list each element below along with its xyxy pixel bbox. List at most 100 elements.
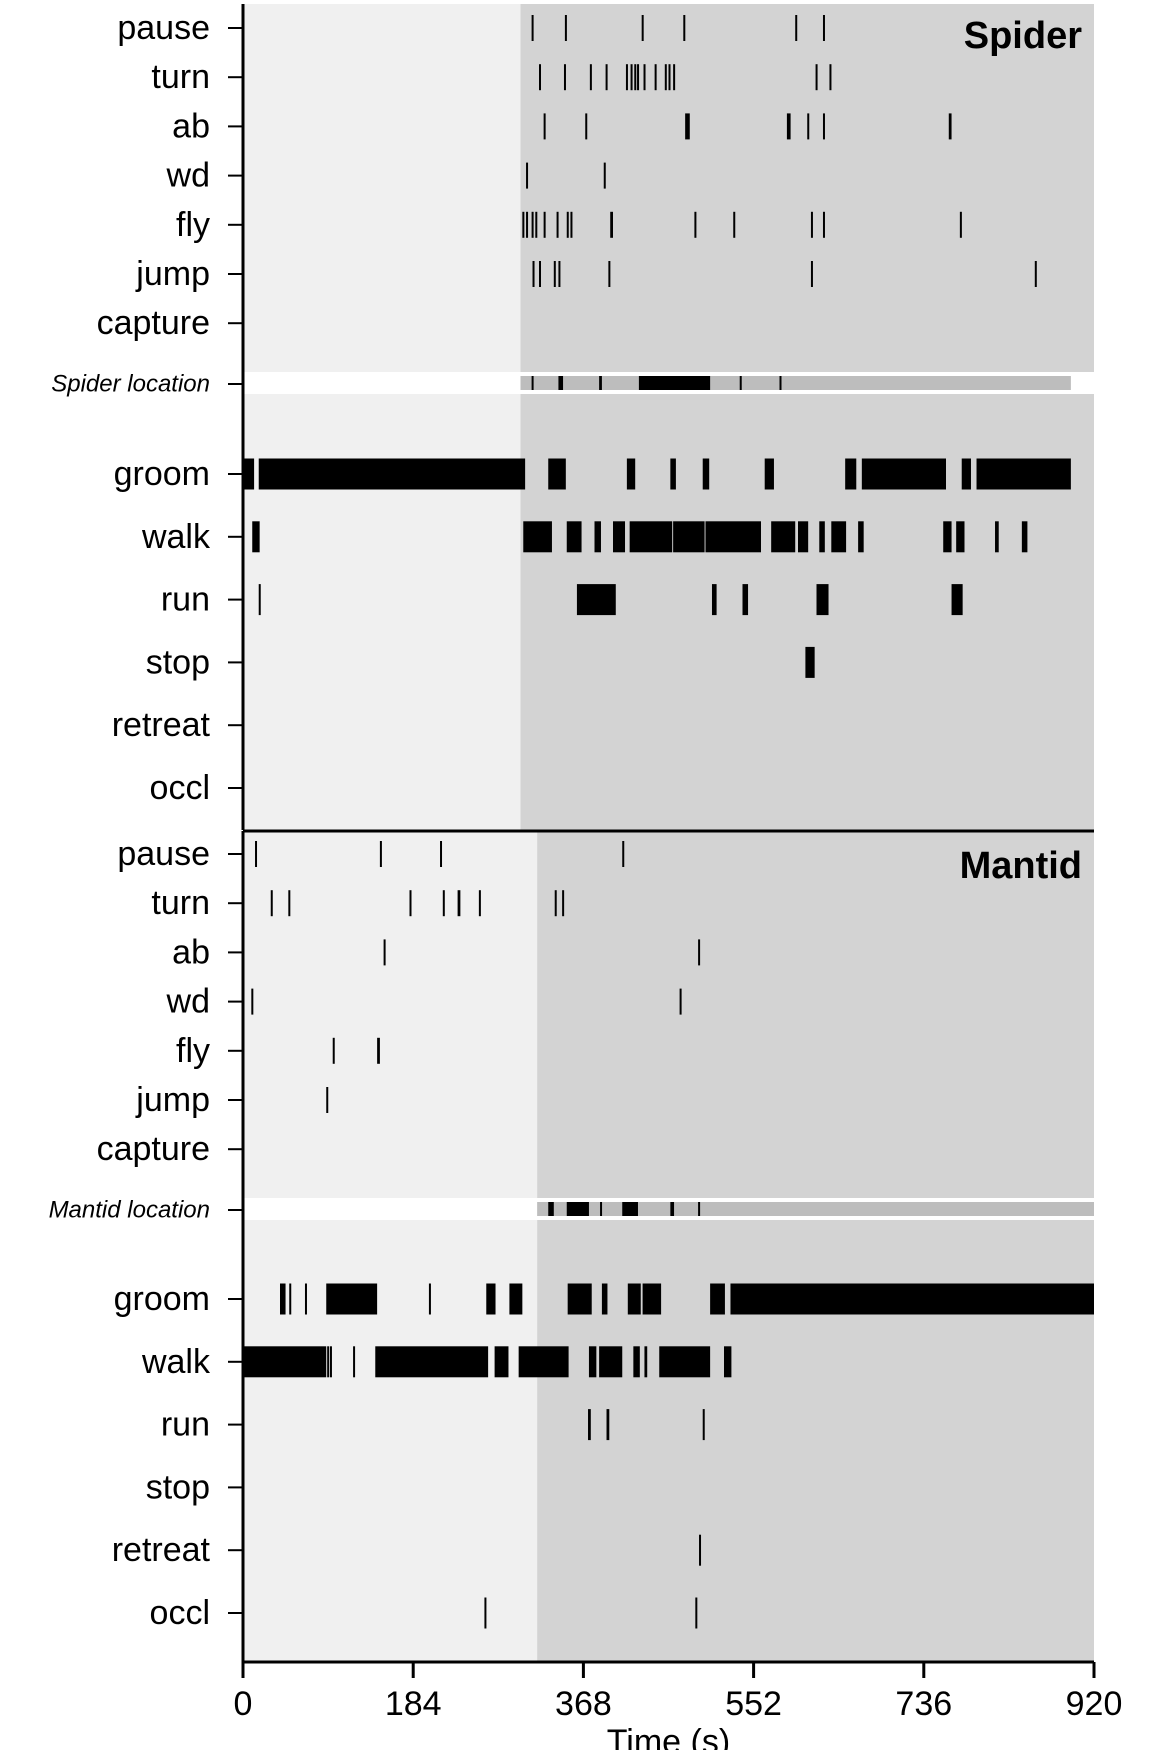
event-bar [486, 1283, 496, 1315]
event-bar [673, 521, 705, 553]
row-label-occl: occl [150, 769, 210, 807]
event-bar [588, 1409, 591, 1441]
event-mark [630, 64, 633, 91]
event-mark [539, 261, 541, 287]
event-mark [589, 64, 592, 91]
event-bar [599, 1346, 623, 1378]
event-bar [644, 1346, 648, 1378]
event-bar [280, 1283, 286, 1315]
event-mark [664, 64, 667, 91]
event-mark [526, 162, 529, 189]
event-bar [771, 521, 796, 553]
event-mark [807, 113, 810, 140]
event-mark [673, 64, 676, 91]
event-mark [457, 890, 461, 917]
event-mark [585, 113, 588, 140]
event-bar [576, 584, 595, 616]
event-bar [518, 1346, 569, 1378]
event-bar [594, 584, 616, 616]
x-axis: 0 184 368 552 736 920 Time (s) [234, 1660, 1122, 1750]
event-mark [288, 890, 291, 917]
event-mark [654, 64, 657, 91]
location-event-bar [558, 376, 564, 390]
event-mark [564, 15, 567, 41]
post-phase-background [537, 831, 1094, 1662]
location-event-bar [698, 1202, 701, 1216]
event-mark [668, 64, 671, 91]
event-mark [543, 211, 546, 238]
event-bar [353, 1346, 356, 1378]
event-bar [633, 1346, 640, 1378]
row-label-wd: wd [166, 983, 210, 1021]
panel-spider: Spider Spider location pause turn ab wd fly jum… [51, 4, 1094, 830]
event-bar [289, 1283, 292, 1315]
event-bar [819, 521, 825, 553]
event-mark [526, 211, 529, 238]
event-mark [563, 64, 566, 91]
row-label-capture: capture [97, 304, 210, 342]
event-bar [627, 1283, 641, 1315]
event-bar [428, 1283, 431, 1315]
event-mark [829, 64, 832, 91]
event-bar [494, 1346, 509, 1378]
event-bar [626, 458, 636, 490]
location-event-bar [622, 1202, 638, 1216]
location-event-bar [638, 376, 711, 390]
event-bar [670, 458, 676, 490]
panel-mantid: Mantid Mantid location pause turn ab wd fly jum… [49, 831, 1094, 1662]
event-bar [798, 521, 809, 553]
event-mark [326, 1087, 329, 1113]
event-mark [554, 890, 557, 917]
event-bar [509, 1283, 523, 1315]
row-label-fly: fly [176, 1032, 210, 1070]
event-bar [304, 1283, 307, 1315]
location-track [520, 376, 1071, 390]
location-event-bar [531, 376, 534, 390]
location-label: Mantid location [49, 1197, 210, 1224]
event-mark [959, 211, 962, 238]
event-bar [588, 1346, 597, 1378]
event-mark [603, 162, 606, 189]
event-mark [531, 15, 534, 41]
event-mark [379, 841, 382, 867]
event-mark [795, 15, 798, 41]
location-event-bar [670, 1202, 675, 1216]
event-bar [951, 584, 963, 616]
event-bar [327, 1346, 330, 1378]
event-bar [699, 1534, 702, 1566]
row-label-run: run [161, 1406, 210, 1444]
event-mark [270, 890, 273, 917]
event-mark [822, 15, 825, 41]
event-bar [326, 1283, 378, 1315]
event-bar [976, 458, 1071, 490]
event-bar [567, 1283, 592, 1315]
row-label-walk: walk [141, 518, 211, 556]
event-mark [383, 939, 386, 966]
event-bar [995, 521, 999, 553]
event-mark [255, 841, 258, 867]
location-event-bar [599, 376, 602, 390]
event-bar [329, 1346, 332, 1378]
row-label-turn: turn [151, 884, 210, 922]
event-bar [710, 1283, 725, 1315]
event-mark [531, 211, 534, 238]
event-mark [608, 261, 611, 287]
event-bar [695, 1597, 698, 1629]
row-label-ab: ab [172, 933, 210, 971]
event-bar [642, 1283, 662, 1315]
event-bar [845, 458, 857, 490]
row-label-retreat: retreat [112, 1531, 211, 1569]
event-bar [861, 458, 946, 490]
row-label-groom: groom [114, 1280, 210, 1318]
row-label-run: run [161, 581, 210, 619]
event-bar [606, 1409, 610, 1441]
event-mark [605, 64, 608, 91]
x-tick-label: 736 [895, 1685, 952, 1723]
event-mark [478, 890, 481, 917]
event-bar [724, 1346, 732, 1378]
event-bar [566, 521, 582, 553]
pre-phase-background [243, 4, 521, 830]
event-mark [558, 261, 561, 287]
location-event-bar [779, 376, 782, 390]
event-mark [539, 64, 541, 91]
